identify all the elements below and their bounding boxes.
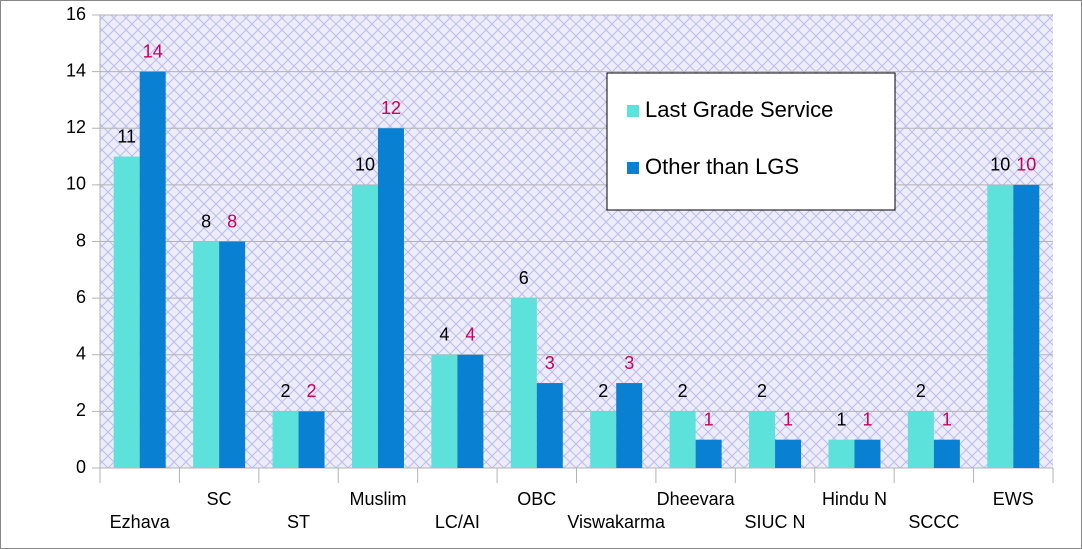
value-label: 1 bbox=[836, 409, 846, 429]
bar bbox=[272, 411, 299, 468]
value-label: 2 bbox=[598, 381, 608, 401]
bar bbox=[298, 411, 325, 468]
legend-label: Other than LGS bbox=[645, 154, 799, 179]
bar bbox=[907, 411, 934, 468]
value-label: 2 bbox=[916, 381, 926, 401]
bar bbox=[933, 439, 960, 468]
value-label: 2 bbox=[307, 381, 317, 401]
value-label: 10 bbox=[355, 155, 375, 175]
bar bbox=[377, 128, 404, 468]
bar bbox=[219, 241, 246, 468]
x-tick-label: EWS bbox=[993, 489, 1034, 509]
value-label: 1 bbox=[704, 409, 714, 429]
bar bbox=[457, 354, 484, 468]
bar bbox=[351, 184, 378, 468]
y-tick-label: 16 bbox=[66, 4, 86, 24]
legend-label: Last Grade Service bbox=[645, 97, 833, 122]
x-tick-label: ST bbox=[287, 512, 310, 532]
x-tick-label: SCCC bbox=[908, 512, 959, 532]
bar bbox=[193, 241, 220, 468]
bar bbox=[616, 383, 643, 468]
y-tick-label: 4 bbox=[76, 344, 86, 364]
value-label: 2 bbox=[678, 381, 688, 401]
x-tick-label: Muslim bbox=[349, 489, 406, 509]
x-tick-label: Hindu N bbox=[822, 489, 887, 509]
bar bbox=[854, 439, 881, 468]
x-tick-label: Ezhava bbox=[110, 512, 171, 532]
value-label: 8 bbox=[201, 211, 211, 231]
value-label: 10 bbox=[990, 155, 1010, 175]
y-tick-label: 2 bbox=[76, 400, 86, 420]
bar bbox=[749, 411, 776, 468]
bar bbox=[1013, 184, 1040, 468]
bar bbox=[775, 439, 802, 468]
value-label: 12 bbox=[381, 98, 401, 118]
bar bbox=[139, 71, 166, 468]
bar bbox=[987, 184, 1014, 468]
y-tick-label: 14 bbox=[66, 60, 86, 80]
bar bbox=[669, 411, 696, 468]
value-label: 2 bbox=[281, 381, 291, 401]
x-tick-label: LC/AI bbox=[435, 512, 480, 532]
x-tick-label: SC bbox=[207, 489, 232, 509]
y-tick-label: 6 bbox=[76, 287, 86, 307]
value-label: 4 bbox=[439, 325, 449, 345]
x-tick-label: SIUC N bbox=[745, 512, 806, 532]
bar bbox=[113, 156, 140, 468]
value-label: 2 bbox=[757, 381, 767, 401]
value-label: 14 bbox=[143, 41, 163, 61]
bar bbox=[590, 411, 617, 468]
y-tick-label: 12 bbox=[66, 117, 86, 137]
value-label: 1 bbox=[862, 409, 872, 429]
y-tick-label: 8 bbox=[76, 230, 86, 250]
bar bbox=[828, 439, 855, 468]
x-tick-label: Dheevara bbox=[657, 489, 736, 509]
bar bbox=[431, 354, 458, 468]
value-label: 1 bbox=[942, 409, 952, 429]
value-label: 4 bbox=[465, 325, 475, 345]
value-label: 11 bbox=[117, 126, 136, 146]
bar bbox=[695, 439, 722, 468]
legend-swatch bbox=[627, 105, 639, 117]
legend bbox=[606, 72, 896, 211]
bar bbox=[536, 383, 563, 468]
y-tick-label: 0 bbox=[76, 457, 86, 477]
x-tick-label: OBC bbox=[517, 489, 556, 509]
legend-swatch bbox=[627, 162, 639, 174]
bar bbox=[510, 298, 537, 468]
value-label: 6 bbox=[519, 268, 529, 288]
value-label: 8 bbox=[227, 211, 237, 231]
value-label: 3 bbox=[545, 353, 555, 373]
y-tick-label: 10 bbox=[66, 174, 86, 194]
value-label: 3 bbox=[624, 353, 634, 373]
value-label: 1 bbox=[783, 409, 793, 429]
value-label: 10 bbox=[1016, 155, 1036, 175]
x-tick-label: Viswakarma bbox=[567, 512, 666, 532]
